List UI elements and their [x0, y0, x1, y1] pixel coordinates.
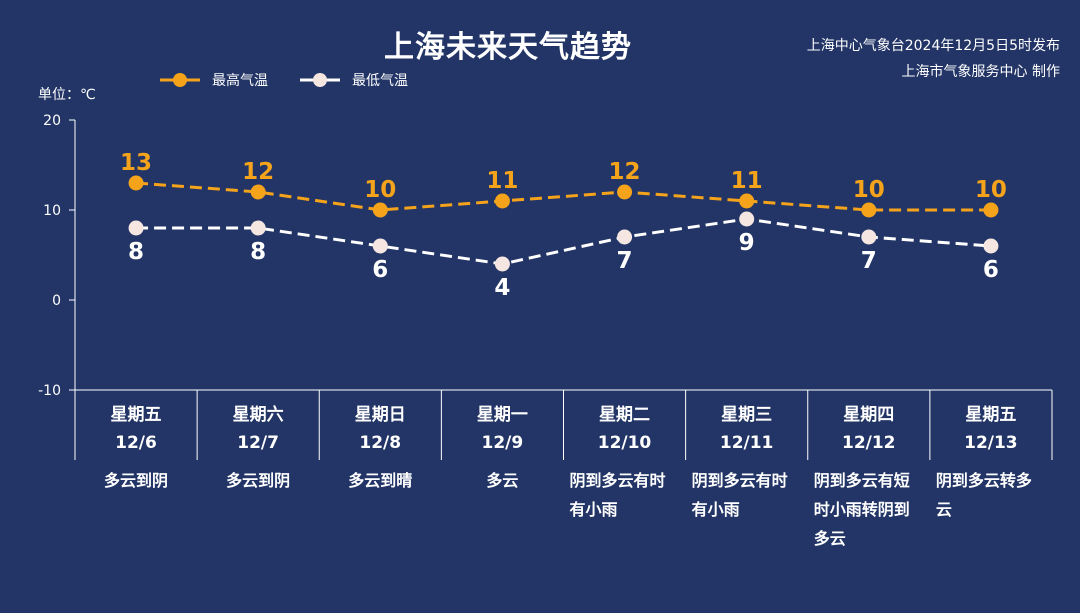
x-weather-label: 阴到多云有时有小雨	[691, 471, 788, 519]
series-high-point	[983, 202, 999, 218]
x-date-label: 12/10	[597, 433, 652, 453]
series-low-data-label: 6	[372, 257, 388, 283]
series-high-data-label: 10	[853, 177, 885, 203]
series-low-data-label: 4	[494, 275, 510, 301]
series-high-data-label: 10	[364, 177, 396, 203]
series-low-point	[494, 256, 510, 272]
legend-low: 最低气温	[300, 70, 408, 90]
series-high-data-label: 11	[731, 168, 763, 194]
y-tick-label: -10	[38, 383, 61, 399]
legend-high-marker-icon	[160, 73, 200, 87]
series-high-point	[861, 202, 877, 218]
legend-low-label: 最低气温	[352, 73, 408, 89]
x-date-label: 12/9	[481, 433, 524, 453]
x-date-label: 12/12	[841, 433, 896, 453]
legend-high: 最高气温	[160, 70, 268, 90]
x-weather-label: 多云到晴	[348, 471, 413, 490]
series-high-data-label: 11	[486, 168, 518, 194]
series-low-data-label: 8	[250, 239, 266, 265]
x-weather-label: 多云到阴	[226, 471, 291, 490]
series-low-point	[128, 220, 144, 236]
series-low-data-label: 9	[739, 230, 755, 256]
series-low-point	[617, 229, 633, 245]
series-high-data-label: 10	[975, 177, 1007, 203]
series-high-point	[128, 175, 144, 191]
issuer-line-2: 上海市气象服务中心 制作	[901, 64, 1060, 80]
series-low-point	[250, 220, 266, 236]
x-date-label: 12/13	[964, 433, 1018, 453]
x-weather-label: 阴到多云有时有小雨	[569, 471, 666, 519]
x-weather-label: 阴到多云转多云	[935, 471, 1032, 519]
series-low-data-label: 6	[983, 257, 999, 283]
series-high-point	[617, 184, 633, 200]
series-low-point	[861, 229, 877, 245]
x-day-label: 星期六	[232, 405, 284, 425]
x-day-label: 星期一	[476, 405, 528, 425]
series-low-line	[136, 217, 992, 266]
x-day-label: 星期二	[599, 405, 650, 425]
x-date-label: 12/7	[237, 433, 279, 453]
y-tick-label: 0	[52, 293, 61, 309]
legend: 最高气温 最低气温	[160, 70, 440, 90]
series-low-data-label: 7	[617, 248, 633, 274]
x-day-label: 星期五	[110, 405, 162, 425]
y-tick-label: 20	[43, 113, 61, 129]
series-high-data-label: 12	[609, 159, 641, 185]
x-date-label: 12/11	[719, 433, 774, 453]
series-high-point	[250, 184, 266, 200]
x-weather-label: 阴到多云有短时小雨转阴到多云	[813, 471, 910, 548]
legend-low-marker-icon	[300, 73, 340, 87]
series-high-point	[494, 193, 510, 209]
unit-label: 单位：℃	[38, 87, 96, 103]
chart-title: 上海未来天气趋势	[384, 30, 632, 65]
series-high-data-label: 12	[242, 159, 274, 185]
x-weather-label: 多云	[486, 471, 519, 490]
legend-high-label: 最高气温	[212, 73, 268, 89]
x-date-label: 12/6	[115, 433, 157, 453]
series-low-point	[739, 211, 755, 227]
series-high-point	[372, 202, 388, 218]
series-high-point	[739, 193, 755, 209]
series-low-point	[983, 238, 999, 254]
x-date-label: 12/8	[359, 433, 402, 453]
series-high-data-label: 13	[120, 150, 152, 176]
x-day-label: 星期日	[354, 405, 406, 425]
series-low-point	[372, 238, 388, 254]
issuer-line-1: 上海中心气象台2024年12月5日5时发布	[806, 38, 1060, 54]
x-day-label: 星期五	[965, 405, 1017, 425]
x-day-label: 星期三	[721, 405, 773, 425]
x-day-label: 星期四	[843, 405, 895, 425]
x-weather-label: 多云到阴	[104, 471, 169, 490]
y-tick-label: 10	[43, 203, 61, 219]
series-low-data-label: 8	[128, 239, 144, 265]
series-low-data-label: 7	[861, 248, 877, 274]
